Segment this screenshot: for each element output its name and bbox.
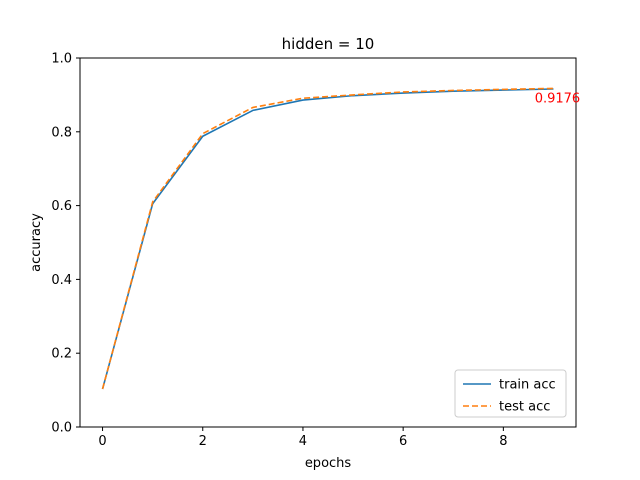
series-line-test-acc xyxy=(101,87,554,390)
y-tick-label: 0.4 xyxy=(51,273,72,288)
axes-frame xyxy=(79,57,577,428)
legend-label: train acc xyxy=(499,378,556,393)
y-tick-label: 0.2 xyxy=(51,347,72,362)
chart-title: hidden = 10 xyxy=(282,35,375,53)
legend: train acc test acc xyxy=(454,369,567,418)
y-tick-label: 0.8 xyxy=(51,125,72,140)
value-annotation: 0.9176 xyxy=(535,91,581,106)
x-tick-label: 2 xyxy=(199,434,207,449)
y-axis-label: accuracy xyxy=(29,213,44,272)
y-tick-label: 0.0 xyxy=(51,421,72,436)
x-tick-label: 6 xyxy=(399,434,407,449)
x-tick-label: 4 xyxy=(299,434,307,449)
x-axis-label: epochs xyxy=(305,456,352,471)
plot-area: 0 2 4 6 8 0.0 0.2 0.4 0.6 0.8 1.0 0.9176 train acc te… xyxy=(51,52,580,450)
y-tick-label: 0.6 xyxy=(51,199,72,214)
x-tick-label: 0 xyxy=(98,434,106,449)
y-tick-label: 1.0 xyxy=(51,52,72,67)
x-tick-label: 8 xyxy=(499,434,507,449)
legend-label: test acc xyxy=(499,400,550,415)
